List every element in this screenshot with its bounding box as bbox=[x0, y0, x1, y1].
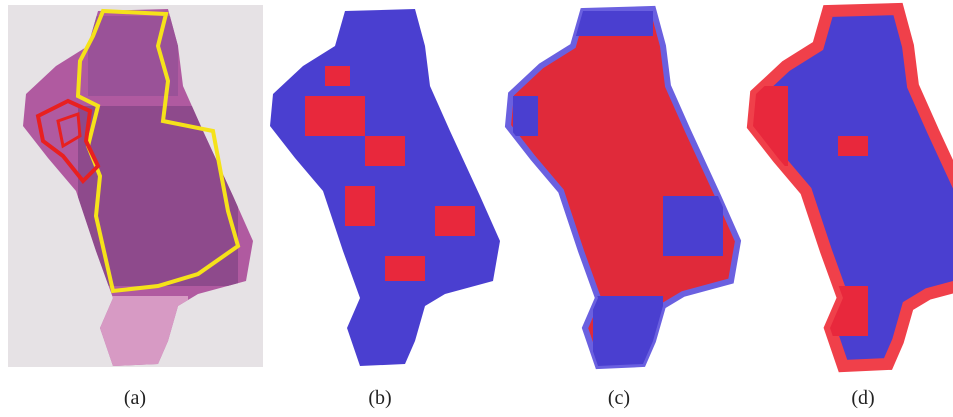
caption: (a) bbox=[124, 387, 146, 409]
panel-d bbox=[748, 9, 953, 366]
figure: (a) (b) (c) (d) bbox=[0, 0, 953, 417]
heatmap-image bbox=[270, 9, 500, 366]
panel-c bbox=[508, 9, 738, 366]
panel-b bbox=[270, 9, 500, 366]
caption: (d) bbox=[851, 387, 874, 409]
caption: (c) bbox=[608, 387, 630, 409]
caption: (b) bbox=[368, 387, 391, 409]
panel-a bbox=[8, 5, 263, 367]
